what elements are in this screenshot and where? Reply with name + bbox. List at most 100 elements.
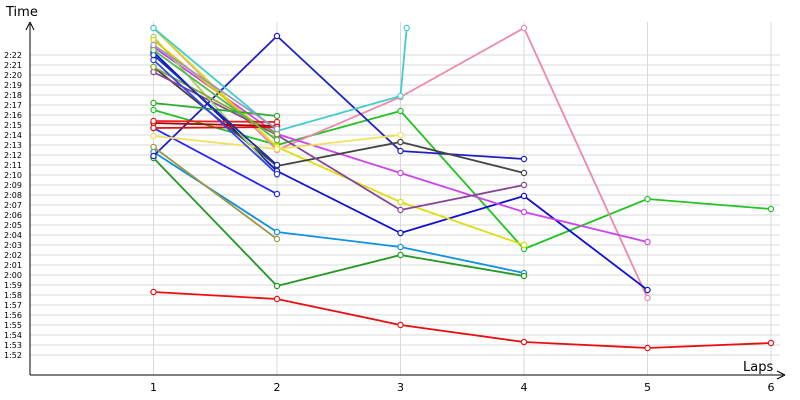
y-tick-label: 2:08 — [4, 191, 22, 200]
data-point — [397, 206, 404, 214]
series-23 — [150, 56, 281, 178]
x-tick-label: 1 — [150, 381, 157, 394]
x-tick-label: 6 — [768, 381, 775, 394]
data-point — [644, 294, 651, 302]
data-point — [644, 286, 651, 294]
data-point — [520, 169, 528, 177]
data-point — [397, 169, 404, 177]
data-point — [150, 132, 157, 140]
y-tick-label: 2:20 — [4, 71, 22, 80]
series-lines — [150, 24, 775, 352]
series-line — [153, 126, 278, 129]
series-line — [153, 120, 278, 123]
y-tick-label: 2:03 — [4, 241, 22, 250]
y-tick-label: 2:05 — [4, 221, 22, 230]
y-tick-label: 1:59 — [4, 281, 22, 290]
data-point — [644, 344, 651, 352]
x-tick-label: 4 — [521, 381, 528, 394]
y-tick-label: 2:06 — [4, 211, 22, 220]
series-13 — [150, 124, 281, 198]
data-point — [150, 152, 157, 160]
data-point — [520, 272, 528, 280]
y-tick-label: 1:57 — [4, 301, 22, 310]
data-point — [273, 228, 281, 236]
y-tick-label: 1:52 — [4, 351, 22, 360]
data-point — [397, 198, 404, 206]
data-point — [273, 235, 281, 243]
data-point — [644, 195, 651, 203]
y-tick-label: 2:17 — [4, 101, 22, 110]
y-tick-label: 1:53 — [4, 341, 22, 350]
data-point — [273, 295, 281, 303]
x-tick-label: 2 — [274, 381, 281, 394]
y-tick-label: 2:01 — [4, 261, 22, 270]
data-point — [520, 241, 528, 249]
y-tick-label: 2:14 — [4, 131, 22, 140]
y-axis-title: Time — [5, 5, 38, 20]
data-point — [520, 338, 528, 346]
data-point — [273, 190, 281, 198]
y-tick-label: 2:09 — [4, 181, 22, 190]
y-axis-arrow-icon — [25, 21, 35, 31]
data-point — [520, 208, 528, 216]
series-2 — [150, 106, 775, 253]
y-tick-label: 1:55 — [4, 321, 22, 330]
series-line — [152, 44, 278, 130]
data-point — [273, 170, 281, 178]
grid — [30, 22, 780, 375]
y-tick-label: 2:19 — [4, 81, 22, 90]
data-point — [150, 99, 157, 107]
data-point — [150, 124, 157, 132]
y-tick-label: 2:04 — [4, 231, 22, 240]
data-point — [767, 339, 775, 347]
y-tick-label: 2:15 — [4, 121, 22, 130]
series-line — [152, 54, 278, 166]
series-24 — [150, 51, 281, 169]
data-point — [150, 24, 157, 32]
series-18 — [150, 131, 404, 153]
data-point — [397, 92, 404, 100]
series-14 — [150, 24, 410, 135]
data-point — [397, 131, 404, 139]
data-point — [520, 24, 528, 32]
x-axis-arrow-icon — [776, 370, 786, 380]
series-line — [152, 27, 408, 132]
x-tick-label: 5 — [644, 381, 651, 394]
data-point — [397, 243, 404, 251]
data-point — [520, 192, 528, 200]
y-tick-labels: 2:222:212:202:192:182:172:162:152:142:13… — [4, 51, 22, 360]
axes: Time Laps — [5, 5, 786, 380]
data-point — [767, 205, 775, 213]
data-point — [403, 24, 410, 32]
data-point — [273, 112, 281, 120]
x-axis-title: Laps — [743, 360, 773, 375]
series-line — [152, 49, 278, 141]
y-tick-label: 1:58 — [4, 291, 22, 300]
series-line — [152, 146, 278, 240]
series-line — [153, 71, 525, 211]
data-point — [397, 251, 404, 259]
series-line — [152, 157, 525, 287]
data-point — [273, 136, 281, 144]
data-point — [273, 282, 281, 290]
data-point — [520, 181, 528, 189]
data-point — [150, 41, 157, 49]
data-point — [150, 106, 157, 114]
y-tick-label: 2:18 — [4, 91, 22, 100]
data-point — [150, 63, 157, 71]
y-tick-label: 2:07 — [4, 201, 22, 210]
data-point — [273, 32, 281, 40]
data-point — [150, 143, 157, 151]
data-point — [150, 288, 157, 296]
series-25 — [150, 46, 281, 144]
y-tick-label: 2:11 — [4, 161, 22, 170]
data-point — [520, 155, 528, 163]
series-line — [153, 109, 772, 250]
series-26 — [150, 41, 281, 133]
y-tick-label: 2:02 — [4, 251, 22, 260]
y-tick-label: 2:16 — [4, 111, 22, 120]
y-tick-label: 2:00 — [4, 271, 22, 280]
data-point — [397, 229, 404, 237]
